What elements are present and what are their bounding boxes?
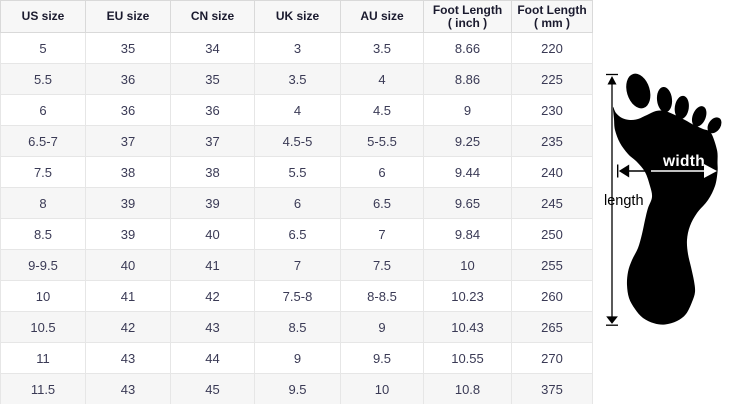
- svg-text:width: width: [662, 153, 705, 170]
- svg-text:length: length: [604, 193, 644, 209]
